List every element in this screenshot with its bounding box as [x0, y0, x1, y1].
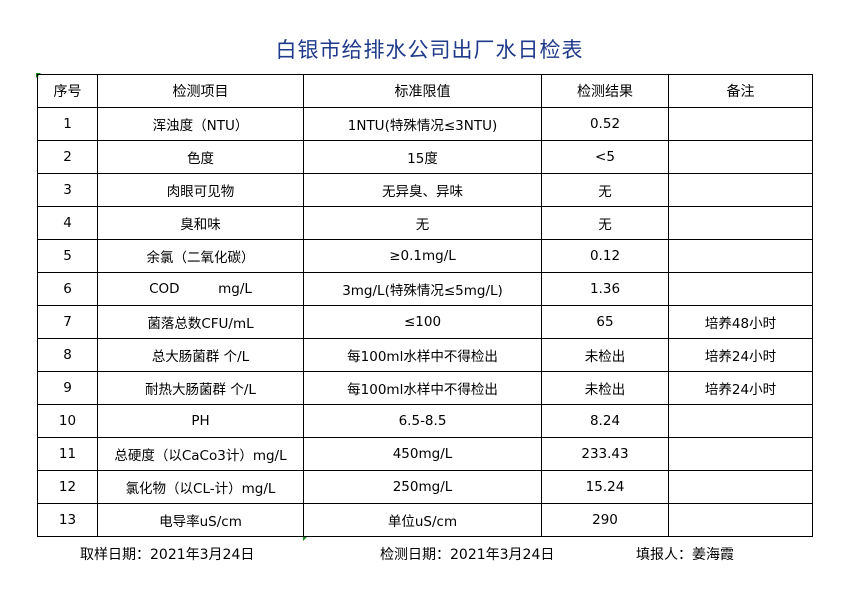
row-item: PH	[97, 404, 304, 438]
row-limit: 450mg/L	[303, 437, 542, 471]
sampling-date: 取样日期：2021年3月24日	[80, 547, 255, 563]
table-row: 8 总大肠菌群 个/L 每100ml水样中不得检出 未检出 培养24小时	[37, 338, 813, 372]
header-limit: 标准限值	[303, 74, 542, 108]
row-remark	[668, 437, 813, 471]
header-item: 检测项目	[97, 74, 304, 108]
page-title: 白银市给排水公司出厂水日检表	[275, 38, 584, 62]
row-result: 290	[541, 503, 669, 537]
test-date: 检测日期：2021年3月24日	[380, 547, 555, 563]
row-remark	[668, 173, 813, 207]
row-item: 氯化物（以CL-计）mg/L	[97, 470, 304, 504]
table-row: 13 电导率uS/cm 单位uS/cm 290	[37, 503, 813, 537]
row-item: 浑浊度（NTU）	[97, 107, 304, 141]
row-remark: 培养24小时	[668, 371, 813, 405]
table-row: 6 COD mg/L 3mg/L(特殊情况≤5mg/L) 1.36	[37, 272, 813, 306]
table-row: 10 PH 6.5-8.5 8.24	[37, 404, 813, 438]
row-index: 1	[37, 107, 98, 141]
row-index: 11	[37, 437, 98, 471]
row-result: <5	[541, 140, 669, 174]
row-result: 0.52	[541, 107, 669, 141]
reporter: 填报人：姜海霞	[636, 547, 734, 563]
row-limit: 无异臭、异味	[303, 173, 542, 207]
row-remark	[668, 107, 813, 141]
row-index: 10	[37, 404, 98, 438]
row-result: 未检出	[541, 371, 669, 405]
row-remark: 培养24小时	[668, 338, 813, 372]
row-limit: 每100ml水样中不得检出	[303, 371, 542, 405]
row-index: 2	[37, 140, 98, 174]
row-remark	[668, 503, 813, 537]
header-row: 序号 检测项目 标准限值 检测结果 备注	[37, 74, 813, 108]
table-row: 11 总硬度（以CaCo3计）mg/L 450mg/L 233.43	[37, 437, 813, 471]
row-result: 65	[541, 305, 669, 339]
row-result: 未检出	[541, 338, 669, 372]
header-index: 序号	[37, 74, 98, 108]
row-item: 电导率uS/cm	[97, 503, 304, 537]
row-item: COD mg/L	[97, 272, 304, 306]
row-limit: 每100ml水样中不得检出	[303, 338, 542, 372]
table-row: 2 色度 15度 <5	[37, 140, 813, 174]
row-item: 菌落总数CFU/mL	[97, 305, 304, 339]
row-result: 233.43	[541, 437, 669, 471]
row-item: 总大肠菌群 个/L	[97, 338, 304, 372]
row-remark: 培养48小时	[668, 305, 813, 339]
row-result: 1.36	[541, 272, 669, 306]
row-index: 8	[37, 338, 98, 372]
row-item: 肉眼可见物	[97, 173, 304, 207]
row-remark	[668, 404, 813, 438]
row-limit: 6.5-8.5	[303, 404, 542, 438]
row-index: 4	[37, 206, 98, 240]
row-limit: ≤100	[303, 305, 542, 339]
row-item: 臭和味	[97, 206, 304, 240]
row-index: 5	[37, 239, 98, 273]
row-limit: 3mg/L(特殊情况≤5mg/L)	[303, 272, 542, 306]
row-remark	[668, 140, 813, 174]
row-limit: 15度	[303, 140, 542, 174]
row-result: 无	[541, 206, 669, 240]
row-index: 9	[37, 371, 98, 405]
row-item: 耐热大肠菌群 个/L	[97, 371, 304, 405]
row-item: 总硬度（以CaCo3计）mg/L	[97, 437, 304, 471]
row-result: 8.24	[541, 404, 669, 438]
row-remark	[668, 206, 813, 240]
row-remark	[668, 239, 813, 273]
row-result: 无	[541, 173, 669, 207]
row-limit: 1NTU(特殊情况≤3NTU)	[303, 107, 542, 141]
table-row: 9 耐热大肠菌群 个/L 每100ml水样中不得检出 未检出 培养24小时	[37, 371, 813, 405]
row-index: 7	[37, 305, 98, 339]
table-row: 12 氯化物（以CL-计）mg/L 250mg/L 15.24	[37, 470, 813, 504]
row-index: 6	[37, 272, 98, 306]
header-result: 检测结果	[541, 74, 669, 108]
row-index: 12	[37, 470, 98, 504]
row-index: 13	[37, 503, 98, 537]
row-remark	[668, 272, 813, 306]
row-limit: 250mg/L	[303, 470, 542, 504]
table-row: 4 臭和味无无	[37, 206, 813, 240]
row-index: 3	[37, 173, 98, 207]
table-row: 3 肉眼可见物 无异臭、异味无	[37, 173, 813, 207]
row-item: 余氯（二氧化碳）	[97, 239, 304, 273]
table-row: 5 余氯（二氧化碳） ≥0.1mg/L 0.12	[37, 239, 813, 273]
table-row: 1 浑浊度（NTU） 1NTU(特殊情况≤3NTU) 0.52	[37, 107, 813, 141]
row-limit: 单位uS/cm	[303, 503, 542, 537]
header-remark: 备注	[668, 74, 813, 108]
cell-marker	[303, 536, 308, 541]
row-limit: ≥0.1mg/L	[303, 239, 542, 273]
table-row: 7 菌落总数CFU/mL ≤100 65 培养48小时	[37, 305, 813, 339]
row-result: 15.24	[541, 470, 669, 504]
row-limit: 无	[303, 206, 542, 240]
row-item: 色度	[97, 140, 304, 174]
row-remark	[668, 470, 813, 504]
row-result: 0.12	[541, 239, 669, 273]
inspection-table: 序号 检测项目 标准限值 检测结果 备注 1 浑浊度（NTU） 1NTU(特殊情况≤…	[37, 74, 813, 537]
